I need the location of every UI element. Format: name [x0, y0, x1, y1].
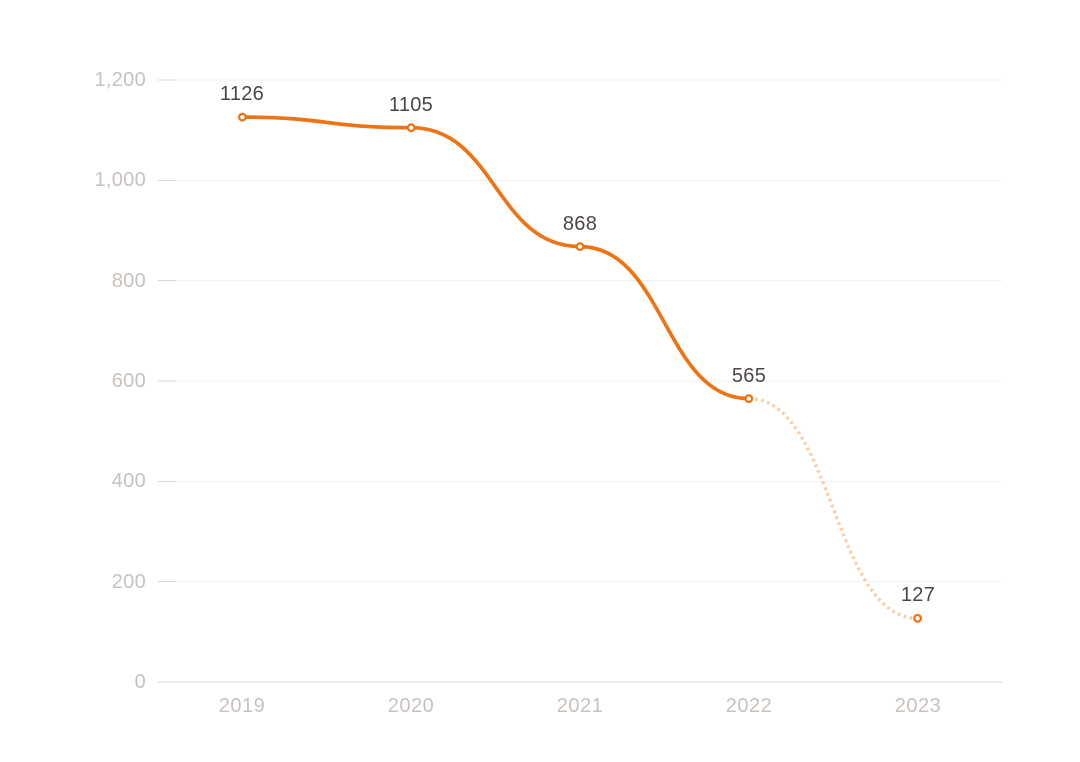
x-axis-tick-label-2022: 2022 — [725, 695, 773, 717]
x-axis-tick-label-2019: 2019 — [218, 695, 266, 717]
point-marker — [575, 242, 585, 252]
value-label-565: 565 — [731, 365, 767, 387]
point-marker — [237, 112, 247, 122]
projection-line-dotted — [748, 396, 918, 620]
x-axis-tick-label-2023: 2023 — [894, 695, 942, 717]
y-axis-tick-label: 600 — [111, 370, 146, 392]
value-label-1105: 1105 — [388, 94, 434, 116]
value-label-1126: 1126 — [219, 83, 265, 105]
point-marker — [406, 123, 416, 133]
y-axis-tick-label: 0 — [134, 671, 146, 693]
x-axis-tick-label-2020: 2020 — [387, 695, 435, 717]
series-line-solid — [240, 115, 751, 401]
point-marker — [913, 613, 923, 623]
y-axis-tick-label: 1,200 — [94, 69, 146, 91]
y-axis-tick-label: 200 — [111, 571, 146, 593]
value-label-868: 868 — [562, 213, 598, 235]
y-axis-tick-label: 1,000 — [94, 169, 146, 191]
value-label-127: 127 — [900, 584, 936, 606]
x-axis-tick-label-2021: 2021 — [556, 695, 604, 717]
y-axis-tick-label: 800 — [111, 270, 146, 292]
y-axis-tick-label: 400 — [111, 470, 146, 492]
point-marker — [744, 394, 754, 404]
